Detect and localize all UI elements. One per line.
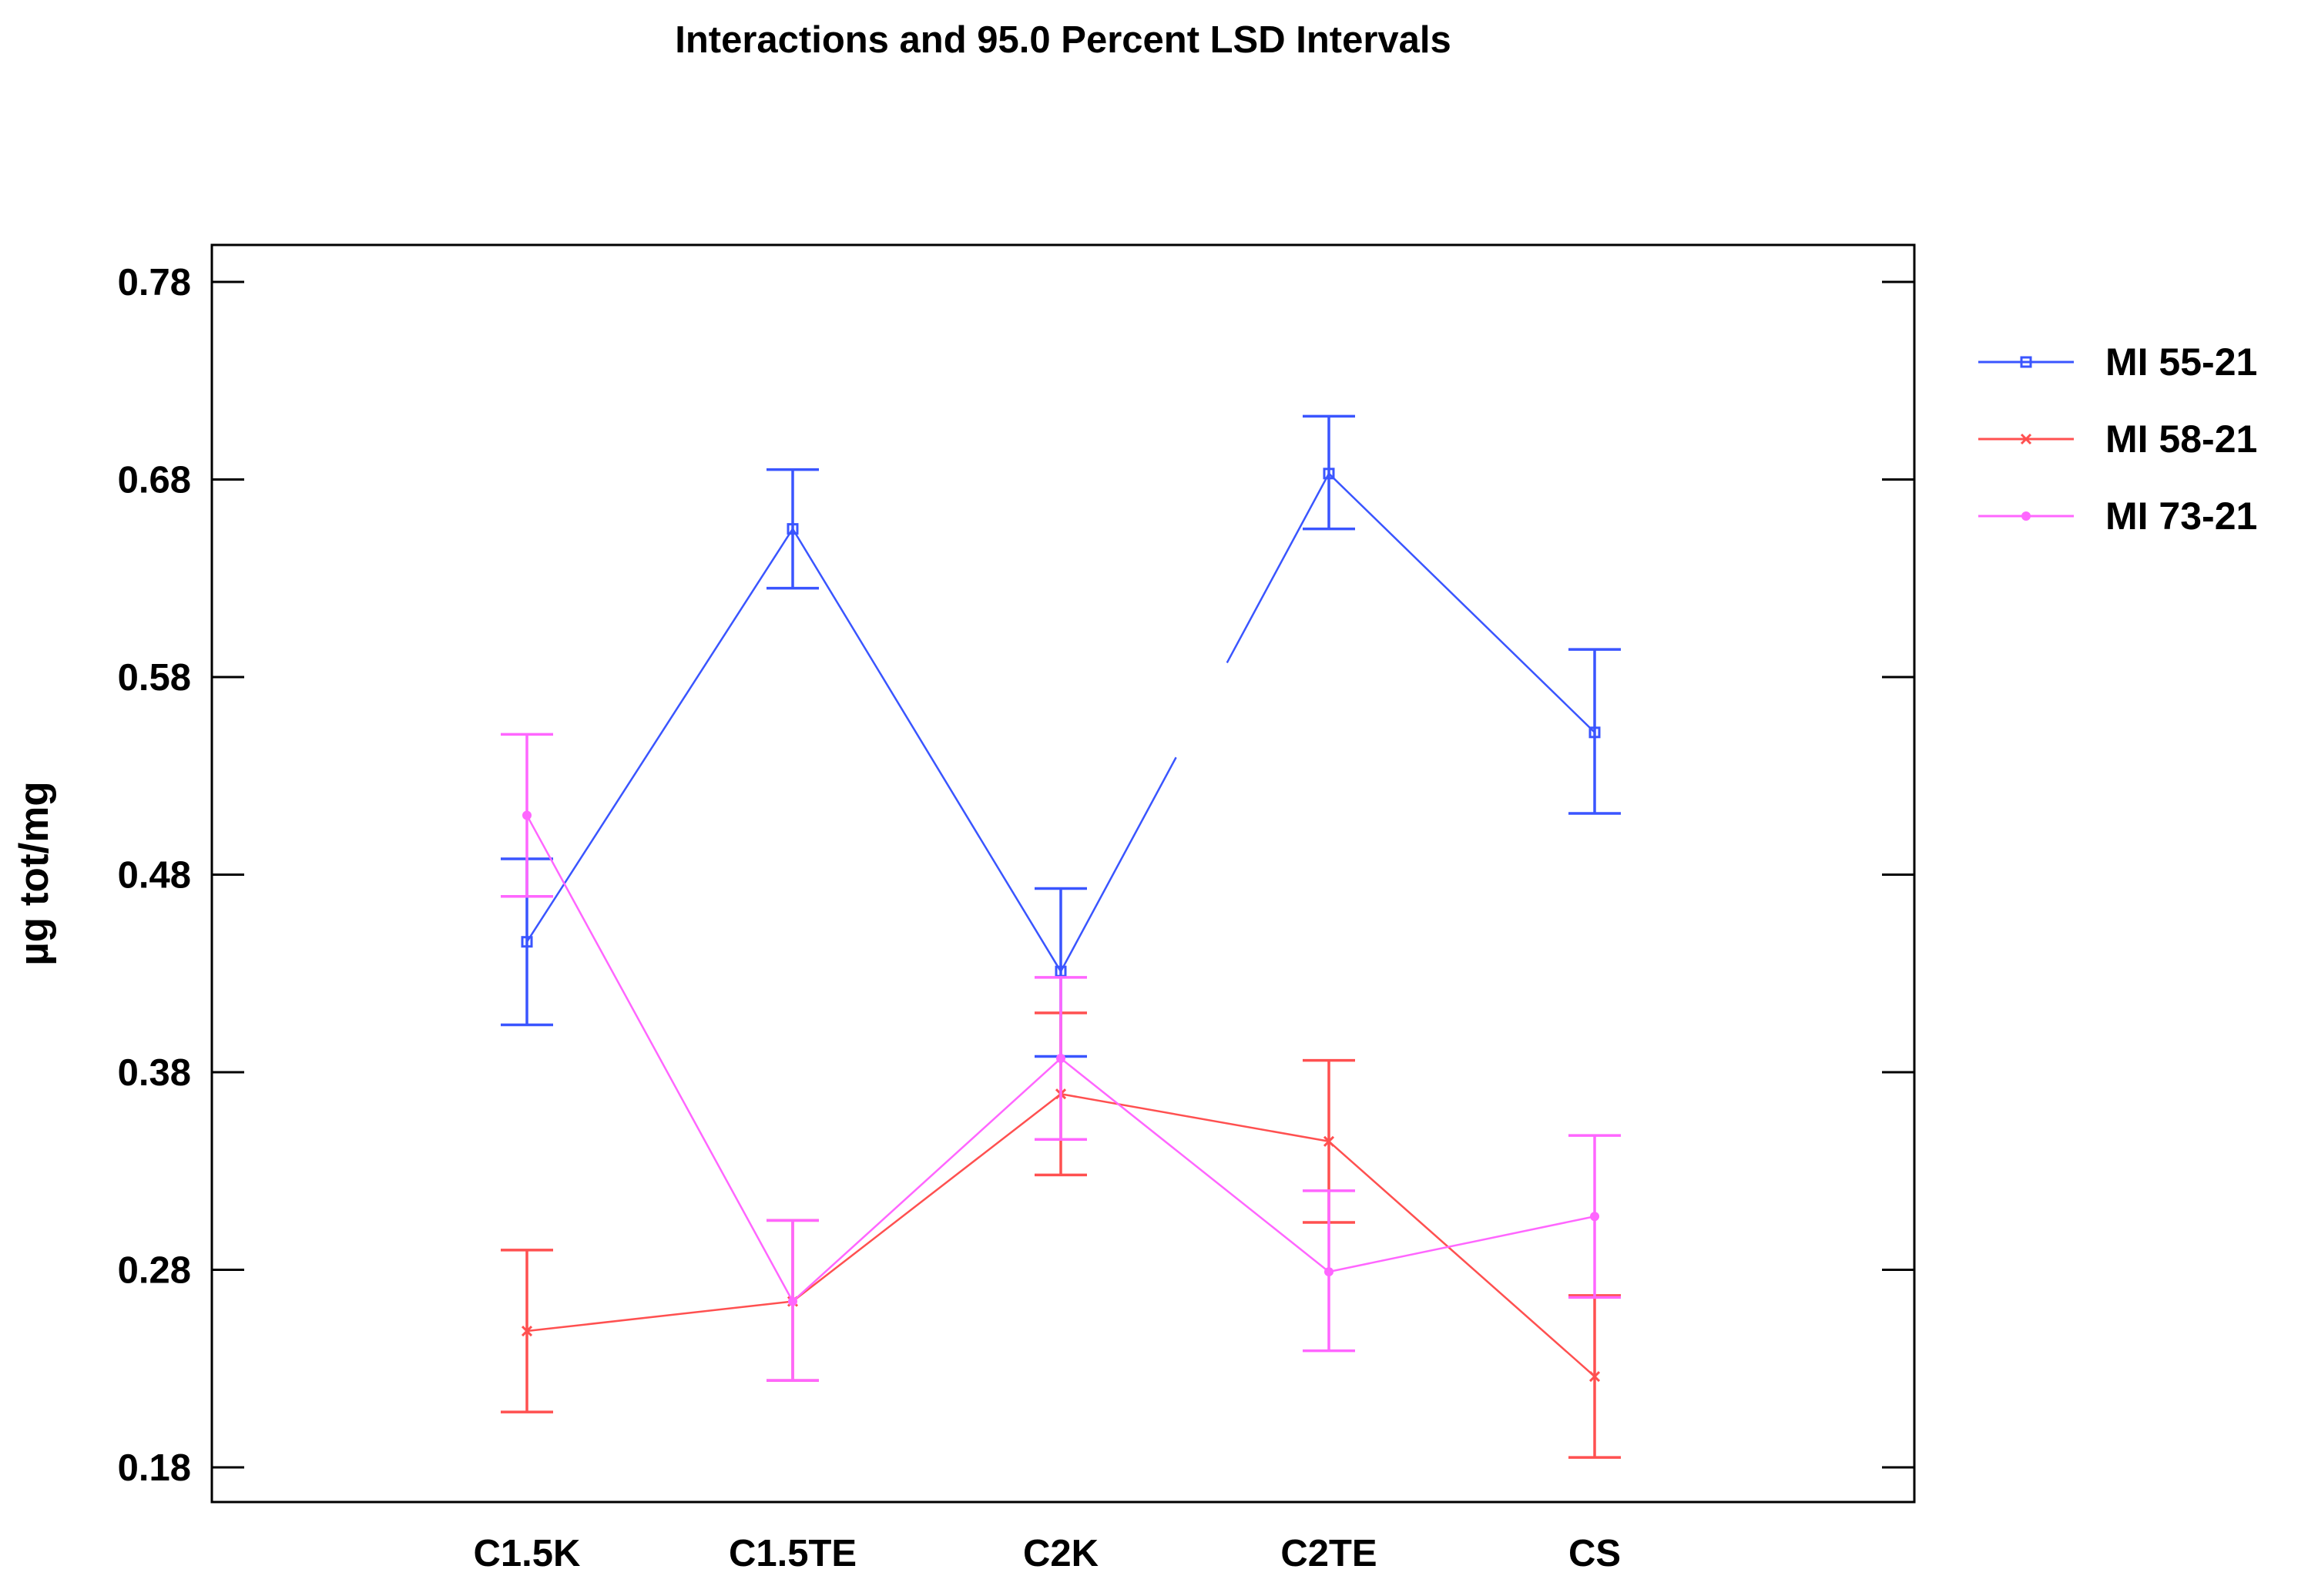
series-line <box>1060 1092 1330 1143</box>
data-point <box>521 1325 533 1337</box>
y-tick-label: 0.38 <box>118 1052 191 1094</box>
legend: MI 55-21 MI 58-21 MI 73-21 <box>1978 340 2257 538</box>
x-tick-label: C1.5TE <box>729 1533 857 1574</box>
data-point-stroke <box>521 1325 533 1337</box>
y-axis-label: µg tot/mg <box>12 781 57 966</box>
data-point <box>521 936 533 948</box>
series-line <box>1060 1058 1330 1273</box>
legend-label: MI 73-21 <box>2105 495 2257 538</box>
legend-item: MI 58-21 <box>1978 417 2257 461</box>
data-point <box>2021 511 2031 521</box>
data-point <box>788 1296 797 1306</box>
series-line <box>1328 472 1595 733</box>
error-bar <box>1568 648 1621 815</box>
y-tick-label: 0.18 <box>118 1447 191 1489</box>
data-point <box>1056 1054 1065 1064</box>
x-tick-label: CS <box>1568 1533 1621 1574</box>
data-point <box>2020 433 2032 445</box>
series-1 <box>501 414 1621 1058</box>
legend-item: MI 55-21 <box>1978 340 2257 384</box>
error-bar <box>767 468 819 590</box>
series-line <box>792 1058 1062 1303</box>
data-point <box>2020 356 2032 368</box>
data-point <box>1588 1370 1601 1383</box>
data-point <box>1323 1135 1335 1147</box>
series-line <box>525 814 794 1303</box>
data-point-stroke <box>1588 1370 1601 1383</box>
data-point <box>1323 468 1335 480</box>
y-axis: 0.18 0.28 0.38 0.48 0.58 0.68 0.78 <box>118 262 1914 1489</box>
chart-title: Interactions and 95.0 Percent LSD Interv… <box>675 19 1451 61</box>
series-line <box>1328 1140 1595 1377</box>
legend-label: MI 55-21 <box>2105 340 2257 384</box>
data-point-stroke <box>2020 433 2032 445</box>
y-tick-label: 0.78 <box>118 262 191 303</box>
data-point <box>1590 1212 1599 1222</box>
series-line <box>791 528 1062 972</box>
plot-area <box>210 243 1916 1504</box>
series-line <box>526 1300 793 1333</box>
legend-item: MI 73-21 <box>1978 495 2257 538</box>
data-point-stroke <box>1323 1135 1335 1147</box>
data-point <box>522 810 532 820</box>
series-line <box>1328 1215 1595 1273</box>
series-line <box>1059 756 1177 972</box>
y-tick-label: 0.68 <box>118 460 191 501</box>
data-point <box>1324 1267 1333 1277</box>
series-line <box>525 528 794 943</box>
legend-label: MI 58-21 <box>2105 417 2257 461</box>
x-tick-label: C2TE <box>1280 1533 1377 1574</box>
series-line <box>792 1093 1062 1303</box>
x-axis: C1.5K C1.5TE C2K C2TE CS <box>474 1533 1621 1574</box>
series-3 <box>501 733 1621 1382</box>
data-point <box>1588 726 1601 739</box>
data-point <box>787 523 799 535</box>
series-line <box>1226 473 1330 664</box>
y-tick-label: 0.28 <box>118 1250 191 1292</box>
y-tick-label: 0.48 <box>118 855 191 897</box>
x-tick-label: C2K <box>1023 1533 1099 1574</box>
series-layer <box>501 414 1621 1459</box>
y-tick-label: 0.58 <box>118 657 191 699</box>
x-tick-label: C1.5K <box>474 1533 581 1574</box>
error-bar <box>1303 414 1355 531</box>
